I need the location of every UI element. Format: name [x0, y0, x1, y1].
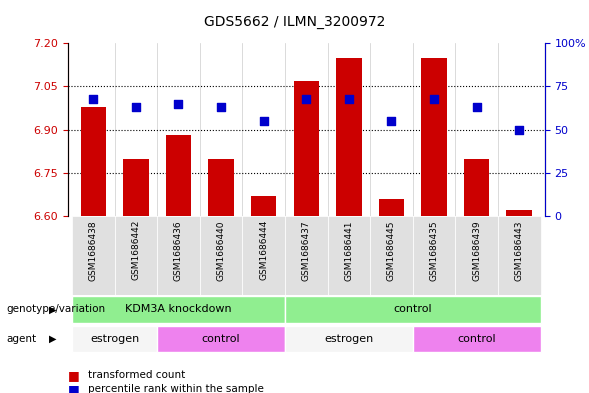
Text: ▶: ▶ — [49, 305, 57, 314]
Bar — [464, 158, 489, 216]
Bar — [72, 296, 285, 323]
Text: estrogen: estrogen — [325, 334, 373, 344]
Bar — [379, 199, 404, 216]
Text: GSM1686444: GSM1686444 — [259, 220, 268, 281]
Text: ■: ■ — [68, 382, 80, 393]
Bar — [209, 158, 234, 216]
Point — [174, 101, 183, 107]
Text: GSM1686435: GSM1686435 — [429, 220, 439, 281]
Text: GSM1686442: GSM1686442 — [131, 220, 140, 281]
Text: genotype/variation: genotype/variation — [6, 305, 105, 314]
Text: control: control — [202, 334, 240, 344]
Bar — [455, 216, 498, 295]
Bar — [413, 326, 541, 352]
Text: control: control — [457, 334, 496, 344]
Point — [216, 104, 226, 110]
Bar — [285, 296, 541, 323]
Text: GSM1686438: GSM1686438 — [89, 220, 98, 281]
Text: percentile rank within the sample: percentile rank within the sample — [88, 384, 264, 393]
Bar — [336, 58, 362, 216]
Point — [302, 95, 311, 102]
Text: GDS5662 / ILMN_3200972: GDS5662 / ILMN_3200972 — [204, 15, 385, 29]
Point — [429, 95, 439, 102]
Text: GSM1686440: GSM1686440 — [217, 220, 226, 281]
Bar — [293, 81, 319, 216]
Bar — [72, 216, 115, 295]
Bar — [285, 326, 413, 352]
Bar — [115, 216, 157, 295]
Bar — [200, 216, 243, 295]
Bar — [157, 216, 200, 295]
Point — [259, 118, 269, 124]
Text: GSM1686439: GSM1686439 — [472, 220, 481, 281]
Point — [88, 95, 98, 102]
Text: GSM1686436: GSM1686436 — [174, 220, 183, 281]
Text: control: control — [393, 305, 432, 314]
Bar — [251, 196, 276, 216]
Point — [472, 104, 481, 110]
Text: transformed count: transformed count — [88, 370, 186, 380]
Text: GSM1686443: GSM1686443 — [515, 220, 524, 281]
Bar — [81, 107, 106, 216]
Point — [387, 118, 396, 124]
Text: KDM3A knockdown: KDM3A knockdown — [125, 305, 232, 314]
Text: ■: ■ — [68, 369, 80, 382]
Bar — [370, 216, 413, 295]
Point — [515, 127, 524, 133]
Text: ▶: ▶ — [49, 334, 57, 344]
Bar — [507, 210, 532, 216]
Bar — [327, 216, 370, 295]
Bar — [166, 136, 191, 216]
Bar — [413, 216, 455, 295]
Bar — [243, 216, 285, 295]
Point — [344, 95, 353, 102]
Bar — [157, 326, 285, 352]
Text: estrogen: estrogen — [90, 334, 139, 344]
Bar — [72, 326, 157, 352]
Point — [131, 104, 141, 110]
Bar — [421, 58, 447, 216]
Text: GSM1686445: GSM1686445 — [387, 220, 396, 281]
Text: GSM1686437: GSM1686437 — [302, 220, 311, 281]
Text: GSM1686441: GSM1686441 — [345, 220, 353, 281]
Bar — [498, 216, 541, 295]
Bar — [123, 158, 148, 216]
Bar — [285, 216, 327, 295]
Text: agent: agent — [6, 334, 36, 344]
